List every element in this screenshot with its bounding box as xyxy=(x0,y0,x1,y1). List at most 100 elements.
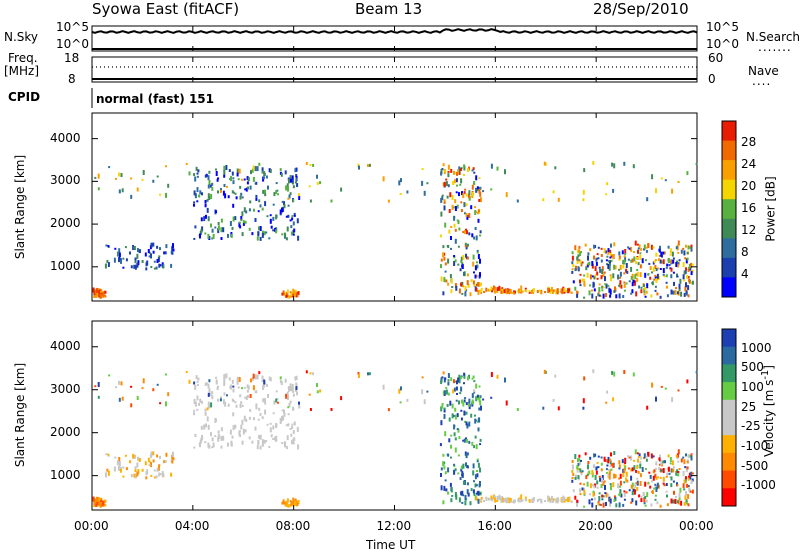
velocity-echo xyxy=(290,387,292,392)
velocity-echo xyxy=(677,473,680,477)
power-echo xyxy=(576,293,579,298)
power-echo xyxy=(643,293,646,296)
velocity-echo xyxy=(651,382,654,388)
power-echo xyxy=(150,242,153,248)
xtick-label: 04:00 xyxy=(174,519,210,533)
power-echo xyxy=(340,187,343,192)
power-echo xyxy=(581,261,584,264)
velocity-echo xyxy=(211,391,214,395)
power-echo xyxy=(256,166,259,172)
velocity-echo xyxy=(518,498,520,503)
power-echo xyxy=(137,248,139,253)
power-echo xyxy=(248,208,251,212)
power-echo xyxy=(118,172,121,177)
velocity-echo xyxy=(453,465,456,468)
power-echo xyxy=(400,178,402,183)
velocity-echo xyxy=(617,483,620,489)
power-echo xyxy=(288,295,291,299)
velocity-echo xyxy=(674,498,677,504)
velocity-echo xyxy=(587,461,590,464)
power-echo xyxy=(261,232,264,238)
velocity-echo xyxy=(690,480,693,484)
velocity-echo xyxy=(603,456,606,462)
velocity-echo xyxy=(687,485,690,487)
power-echo xyxy=(607,264,610,269)
velocity-echo xyxy=(150,462,152,468)
power-echo xyxy=(572,264,575,268)
power-echo xyxy=(574,245,577,251)
power-echo xyxy=(227,195,230,199)
velocity-echo xyxy=(600,456,603,459)
power-echo xyxy=(593,244,596,249)
power-echo xyxy=(243,207,246,213)
power-echo xyxy=(162,264,165,269)
velocity-echo xyxy=(589,456,592,460)
velocity-echo xyxy=(101,504,104,507)
power-echo xyxy=(630,292,633,295)
power-echo xyxy=(644,295,647,298)
velocity-echo xyxy=(232,412,235,417)
power-echo xyxy=(587,252,590,256)
power-echo xyxy=(662,268,665,273)
power-echo xyxy=(571,255,574,261)
velocity-echo xyxy=(263,379,266,385)
colorbar-swatch xyxy=(722,140,736,161)
velocity-echo xyxy=(440,485,443,491)
power-echo xyxy=(448,229,451,234)
velocity-echo xyxy=(459,477,462,480)
power-echo xyxy=(452,181,455,185)
nsearch-lo: 10^0 xyxy=(706,37,739,51)
power-echo xyxy=(207,184,210,189)
velocity-echo xyxy=(247,395,249,398)
power-echo xyxy=(683,270,686,275)
power-echo xyxy=(447,173,450,178)
power-echo xyxy=(624,256,627,262)
power-echo xyxy=(593,288,596,292)
velocity-echo xyxy=(194,401,197,407)
velocity-echo xyxy=(150,451,153,457)
velocity-echo xyxy=(153,469,156,472)
power-echo xyxy=(473,181,476,184)
velocity-echo xyxy=(267,394,269,398)
power-echo xyxy=(146,260,149,266)
velocity-echo xyxy=(188,379,191,384)
velocity-echo xyxy=(246,389,249,393)
power-echo xyxy=(289,291,292,294)
velocity-echo xyxy=(243,415,246,421)
power-echo xyxy=(476,186,479,190)
velocity-echo xyxy=(272,438,275,440)
power-echo xyxy=(571,251,574,255)
power-echo xyxy=(114,247,117,250)
velocity-echo xyxy=(454,407,457,412)
velocity-echo xyxy=(155,475,158,479)
power-echo xyxy=(604,250,607,254)
power-echo xyxy=(503,289,506,294)
velocity-echo xyxy=(193,398,196,404)
power-echo xyxy=(691,269,694,273)
power-echo xyxy=(622,260,625,265)
velocity-echo xyxy=(170,472,173,477)
velocity-echo xyxy=(285,500,288,505)
velocity-echo xyxy=(158,464,161,467)
velocity-echo xyxy=(650,503,653,507)
power-echo xyxy=(269,214,272,217)
power-echo xyxy=(544,291,546,294)
power-echo xyxy=(122,266,125,269)
velocity-echo xyxy=(442,371,445,375)
velocity-echo xyxy=(240,427,243,430)
power-echo xyxy=(636,243,639,246)
power-echo xyxy=(580,251,582,254)
power-echo xyxy=(600,275,603,280)
power-echo xyxy=(456,171,458,176)
velocity-echo xyxy=(479,395,482,399)
velocity-echo xyxy=(475,383,478,389)
velocity-echo xyxy=(644,496,647,499)
velocity-echo xyxy=(442,453,445,457)
power-echo xyxy=(646,283,649,289)
power-echo xyxy=(453,261,456,266)
velocity-echo xyxy=(632,488,635,492)
power-echo xyxy=(613,242,616,247)
velocity-echo xyxy=(220,435,223,441)
power-echo xyxy=(281,233,284,236)
velocity-echo xyxy=(578,458,580,461)
